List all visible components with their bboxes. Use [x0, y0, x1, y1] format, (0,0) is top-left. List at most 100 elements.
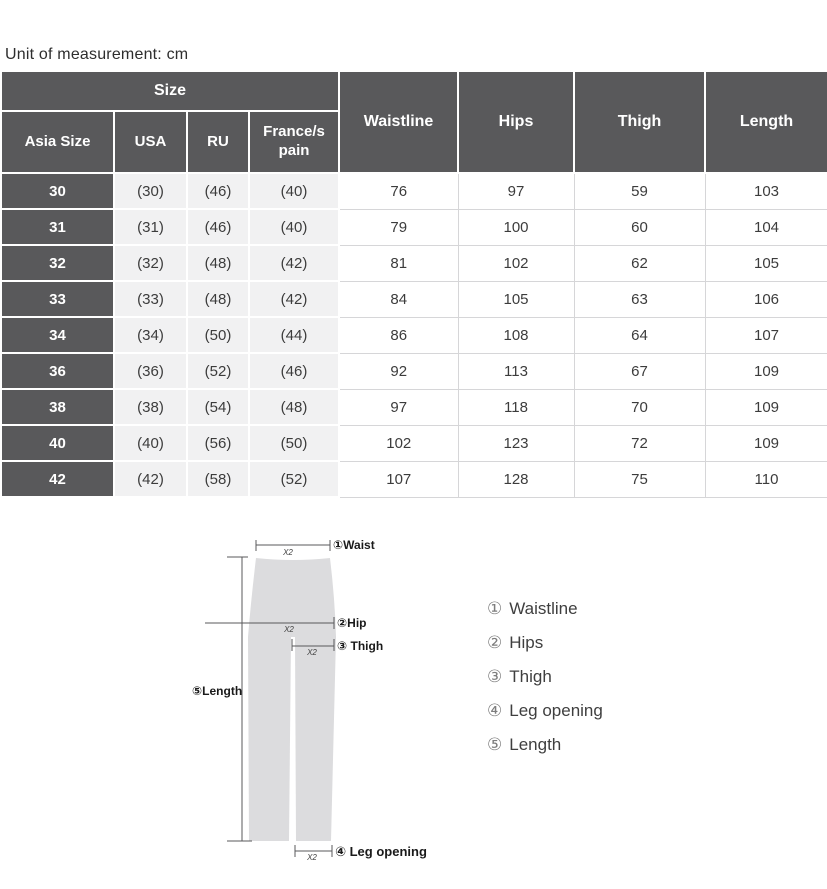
legend-item-waistline: ① Waistline	[487, 599, 603, 633]
legend-item-length: ⑤ Length	[487, 735, 603, 769]
thigh-measure-line	[291, 639, 335, 651]
legend-number: ②	[487, 633, 503, 652]
table-row: 38 (38) (54) (48) 97 118 70 109	[0, 388, 827, 426]
value-cell: 103	[704, 172, 827, 210]
legend-label: Thigh	[509, 667, 552, 686]
measurement-legend: ① Waistline ② Hips ③ Thigh ④ Leg opening ⑤ Le…	[487, 599, 603, 769]
value-cell: (54)	[186, 388, 250, 426]
value-cell: 79	[338, 208, 459, 246]
col-header-ru: RU	[186, 110, 250, 174]
value-cell: 108	[457, 316, 575, 354]
value-cell: (34)	[113, 316, 188, 354]
waist-callout: ①Waist	[333, 538, 375, 552]
col-header-asia-size: Asia Size	[0, 110, 115, 174]
value-cell: 70	[573, 388, 706, 426]
table-row: 32 (32) (48) (42) 81 102 62 105	[0, 244, 827, 282]
value-cell: 107	[338, 460, 459, 498]
value-cell: 59	[573, 172, 706, 210]
leg-opening-measure-line	[294, 845, 333, 857]
legend-label: Leg opening	[509, 701, 603, 720]
size-group-header: Size	[0, 70, 341, 112]
value-cell: (48)	[186, 280, 250, 318]
pants-right-leg-shape	[295, 637, 336, 841]
size-cell: 38	[0, 388, 115, 426]
col-header-hips: Hips	[457, 70, 576, 174]
value-cell: (31)	[113, 208, 188, 246]
leg-opening-x2-label: X2	[306, 853, 317, 862]
size-chart-table: Size Waistline Hips Thigh Length Asia Si…	[0, 70, 827, 498]
value-cell: 67	[573, 352, 706, 390]
value-cell: (44)	[247, 316, 341, 354]
hip-x2-label: X2	[283, 625, 294, 634]
legend-label: Hips	[509, 633, 544, 652]
legend-item-hips: ② Hips	[487, 633, 603, 667]
value-cell: 76	[338, 172, 459, 210]
value-cell: (42)	[247, 244, 341, 282]
value-cell: (52)	[247, 460, 341, 498]
value-cell: (46)	[247, 352, 341, 390]
value-cell: (33)	[113, 280, 188, 318]
value-cell: 81	[338, 244, 459, 282]
value-cell: 102	[338, 424, 459, 462]
waist-measure-line	[255, 540, 331, 551]
value-cell: 104	[704, 208, 827, 246]
value-cell: 113	[457, 352, 575, 390]
length-callout: ⑤Length	[192, 684, 242, 698]
thigh-x2-label: X2	[306, 648, 317, 657]
value-cell: (52)	[186, 352, 250, 390]
table-row: 33 (33) (48) (42) 84 105 63 106	[0, 280, 827, 318]
value-cell: (40)	[113, 424, 188, 462]
value-cell: (38)	[113, 388, 188, 426]
value-cell: (50)	[186, 316, 250, 354]
value-cell: 118	[457, 388, 575, 426]
value-cell: (42)	[113, 460, 188, 498]
size-cell: 42	[0, 460, 115, 498]
size-cell: 36	[0, 352, 115, 390]
legend-number: ⑤	[487, 735, 503, 754]
hip-callout: ②Hip	[337, 616, 367, 630]
unit-note: Unit of measurement: cm	[5, 46, 189, 63]
value-cell: 100	[457, 208, 575, 246]
value-cell: (42)	[247, 280, 341, 318]
table-row: 40 (40) (56) (50) 102 123 72 109	[0, 424, 827, 462]
sub-header-row: Asia Size USA RU France/s pain	[0, 110, 827, 174]
value-cell: 106	[704, 280, 827, 318]
value-cell: (40)	[247, 208, 341, 246]
value-cell: 109	[704, 424, 827, 462]
value-cell: 84	[338, 280, 459, 318]
size-cell: 33	[0, 280, 115, 318]
value-cell: 64	[573, 316, 706, 354]
value-cell: 72	[573, 424, 706, 462]
value-cell: (46)	[186, 172, 250, 210]
value-cell: 86	[338, 316, 459, 354]
value-cell: (58)	[186, 460, 250, 498]
value-cell: (50)	[247, 424, 341, 462]
leg-opening-callout: ④ Leg opening	[335, 844, 427, 859]
legend-number: ④	[487, 701, 503, 720]
col-header-france-spain: France/s pain	[247, 110, 341, 174]
table-row: 34 (34) (50) (44) 86 108 64 107	[0, 316, 827, 354]
value-cell: 75	[573, 460, 706, 498]
pants-body-shape	[248, 558, 336, 637]
value-cell: (30)	[113, 172, 188, 210]
waist-x2-label: X2	[282, 548, 293, 557]
group-header-row: Size Waistline Hips Thigh Length	[0, 70, 827, 174]
pants-left-leg-shape	[248, 637, 291, 841]
value-cell: 60	[573, 208, 706, 246]
value-cell: 128	[457, 460, 575, 498]
table-row: 31 (31) (46) (40) 79 100 60 104	[0, 208, 827, 246]
table-row: 30 (30) (46) (40) 76 97 59 103	[0, 172, 827, 210]
value-cell: 92	[338, 352, 459, 390]
size-cell: 40	[0, 424, 115, 462]
value-cell: 107	[704, 316, 827, 354]
value-cell: (48)	[186, 244, 250, 282]
col-header-thigh: Thigh	[573, 70, 707, 174]
value-cell: 97	[338, 388, 459, 426]
value-cell: 63	[573, 280, 706, 318]
col-header-usa: USA	[113, 110, 188, 174]
value-cell: 109	[704, 352, 827, 390]
legend-number: ③	[487, 667, 503, 686]
value-cell: (36)	[113, 352, 188, 390]
col-header-waistline: Waistline	[338, 70, 460, 174]
